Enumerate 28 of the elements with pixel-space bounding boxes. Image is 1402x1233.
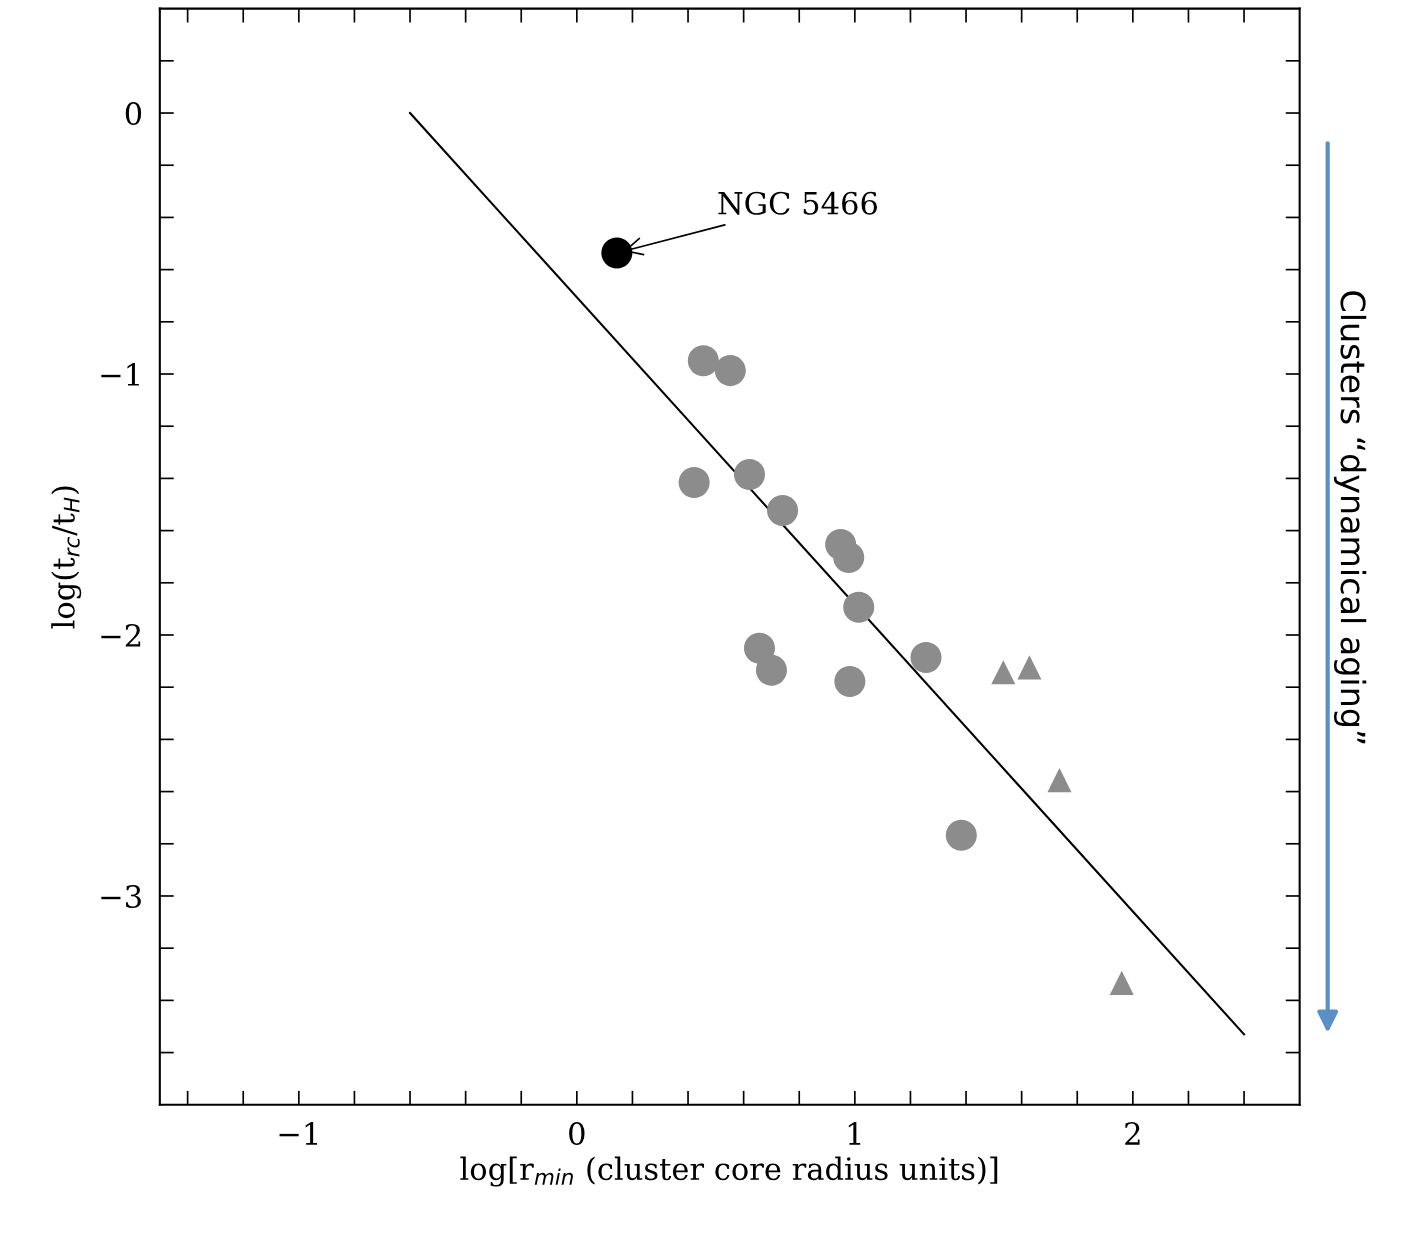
x-tick-label: −1	[279, 1121, 318, 1145]
point	[767, 494, 799, 527]
point	[910, 641, 942, 673]
x-tick-label: 0	[569, 1121, 585, 1146]
point	[1109, 970, 1134, 995]
point	[678, 467, 710, 499]
point	[1017, 655, 1042, 680]
x-tick-label: 1	[848, 1121, 861, 1145]
text: Clusters “dynamical aging”	[1334, 291, 1367, 744]
point	[945, 819, 977, 851]
point	[834, 665, 866, 697]
point	[833, 541, 865, 574]
point	[1047, 768, 1072, 793]
point	[843, 591, 875, 623]
annotation: NGC 5466	[718, 191, 878, 215]
y-tick-label: −2	[101, 623, 141, 647]
point	[714, 355, 746, 387]
point	[601, 237, 633, 269]
y-tick-label: −1	[101, 362, 139, 386]
x-axis-title: log[r$_{min}$ (cluster core radius units)]	[460, 1156, 998, 1187]
x-tick-label: 2	[1125, 1121, 1140, 1145]
y-axis-title: log(t$_{rc}$/t$_{H}$)	[51, 486, 82, 629]
y-tick-label: 0	[125, 101, 142, 126]
point	[991, 660, 1016, 685]
point	[733, 458, 766, 491]
y-tick-label: −3	[101, 884, 141, 909]
point	[755, 654, 787, 686]
point	[687, 345, 719, 377]
